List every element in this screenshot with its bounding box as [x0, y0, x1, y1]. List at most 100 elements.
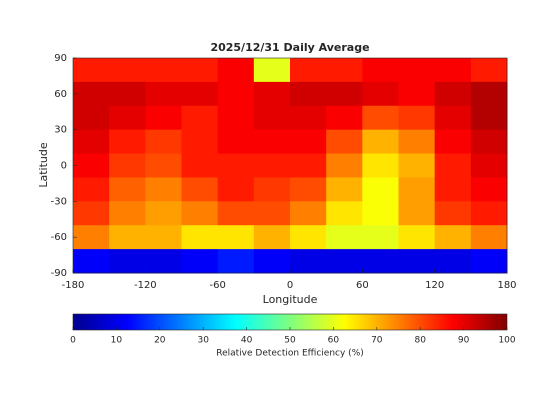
heat-cell: [217, 58, 255, 83]
heat-cell: [181, 105, 219, 131]
heat-cell: [470, 81, 508, 107]
heat-cell: [398, 225, 436, 250]
heat-cell: [290, 58, 327, 83]
heat-cell: [109, 129, 146, 155]
heat-cell: [253, 201, 291, 226]
heat-cell: [398, 153, 436, 178]
heat-cell: [398, 81, 436, 107]
heat-cell: [145, 81, 182, 107]
heat-cell: [145, 225, 182, 250]
heat-cell: [253, 129, 291, 155]
heat-cell: [326, 201, 363, 226]
heat-cell: [362, 105, 399, 131]
heat-cell: [470, 225, 508, 250]
colorbar-tick-label: 100: [498, 336, 515, 346]
heat-cell: [362, 249, 399, 274]
heat-cell: [253, 153, 291, 178]
heat-cell: [434, 249, 472, 274]
heat-cell: [398, 201, 436, 226]
y-tick-label: -30: [51, 196, 67, 207]
heat-cell: [362, 81, 399, 107]
colorbar-tick-label: 10: [111, 336, 123, 346]
heat-cell: [109, 249, 146, 274]
heat-cell: [434, 105, 472, 131]
heat-cell: [290, 105, 327, 131]
colorbar-label: Relative Detection Efficiency (%): [216, 349, 364, 359]
heat-cell: [398, 58, 436, 83]
heat-cell: [253, 177, 291, 202]
y-tick-label: 0: [61, 161, 67, 172]
heat-cell: [217, 105, 255, 131]
heat-cell: [290, 225, 327, 250]
heat-cell: [73, 129, 110, 155]
heat-cell: [109, 201, 146, 226]
heat-cell: [145, 153, 182, 178]
heat-cell: [109, 58, 146, 83]
heat-cell: [181, 201, 219, 226]
heat-cell: [109, 153, 146, 178]
heat-cell: [217, 249, 255, 274]
y-tick-label: 90: [54, 53, 67, 64]
x-tick-label: 180: [497, 280, 516, 291]
heat-cell: [109, 225, 146, 250]
heat-cell: [434, 129, 472, 155]
heat-cell: [362, 58, 399, 83]
heat-cell: [470, 58, 508, 83]
heat-cell: [362, 201, 399, 226]
colorbar-tick-label: 70: [371, 336, 383, 346]
heat-cell: [470, 129, 508, 155]
heat-cell: [398, 177, 436, 202]
heat-cell: [362, 129, 399, 155]
heat-cell: [434, 58, 472, 83]
heat-cell: [434, 153, 472, 178]
heat-cell: [290, 129, 327, 155]
heat-cell: [290, 153, 327, 178]
heat-cell: [217, 129, 255, 155]
heat-cell: [434, 225, 472, 250]
x-axis-label: Longitude: [263, 293, 318, 306]
heat-cell: [326, 153, 363, 178]
heat-cell: [253, 249, 291, 274]
heat-cell: [73, 225, 110, 250]
heat-cell: [145, 105, 182, 131]
heat-cell: [145, 129, 182, 155]
heat-cell: [326, 225, 363, 250]
heat-cell: [470, 177, 508, 202]
heat-cell: [181, 153, 219, 178]
colorbar-tick-label: 60: [328, 336, 340, 346]
heat-cell: [362, 177, 399, 202]
heat-cell: [145, 249, 182, 274]
heat-cell: [181, 177, 219, 202]
heat-cell: [253, 105, 291, 131]
heat-cell: [326, 58, 363, 83]
heat-cell: [290, 177, 327, 202]
heat-cell: [145, 201, 182, 226]
heat-cell: [217, 177, 255, 202]
heat-cell: [434, 201, 472, 226]
heat-cell: [109, 81, 146, 107]
colorbar-tick-label: 30: [197, 336, 209, 346]
heat-cell: [253, 81, 291, 107]
heat-cell: [290, 81, 327, 107]
heat-cell: [326, 129, 363, 155]
heat-cell: [73, 153, 110, 178]
heat-cell: [73, 249, 110, 274]
heat-cell: [326, 177, 363, 202]
heat-cell: [253, 225, 291, 250]
chart-title: 2025/12/31 Daily Average: [210, 41, 369, 54]
heat-cell: [290, 201, 327, 226]
x-tick-label: -60: [209, 280, 225, 291]
y-tick-label: -90: [51, 268, 67, 279]
heat-cell: [145, 58, 182, 83]
heat-cell: [470, 201, 508, 226]
heat-cell: [362, 153, 399, 178]
x-tick-label: 120: [425, 280, 444, 291]
heat-cell: [326, 81, 363, 107]
colorbar-tick-label: 20: [154, 336, 166, 346]
heat-cell: [398, 129, 436, 155]
heat-cell: [470, 249, 508, 274]
colorbar-tick-label: 90: [458, 336, 470, 346]
heat-cell: [326, 105, 363, 131]
heat-cell: [109, 105, 146, 131]
heat-cell: [145, 177, 182, 202]
